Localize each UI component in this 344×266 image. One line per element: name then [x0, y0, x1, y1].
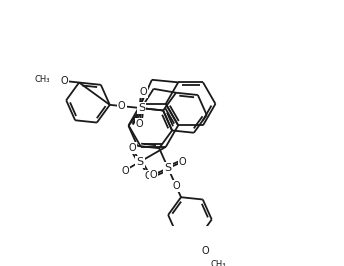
Text: O: O [128, 143, 136, 153]
Text: S: S [164, 163, 172, 173]
Text: S: S [138, 103, 145, 113]
Text: CH₃: CH₃ [34, 75, 50, 84]
Text: O: O [150, 170, 158, 180]
Text: O: O [179, 157, 186, 167]
Text: O: O [201, 246, 209, 256]
Text: O: O [60, 76, 68, 86]
Text: S: S [137, 157, 143, 167]
Text: CH₃: CH₃ [211, 260, 226, 266]
Text: O: O [121, 165, 129, 176]
Text: O: O [118, 101, 126, 111]
Text: O: O [144, 171, 152, 181]
Text: O: O [172, 181, 180, 191]
Text: O: O [136, 119, 143, 129]
Text: O: O [139, 88, 147, 97]
